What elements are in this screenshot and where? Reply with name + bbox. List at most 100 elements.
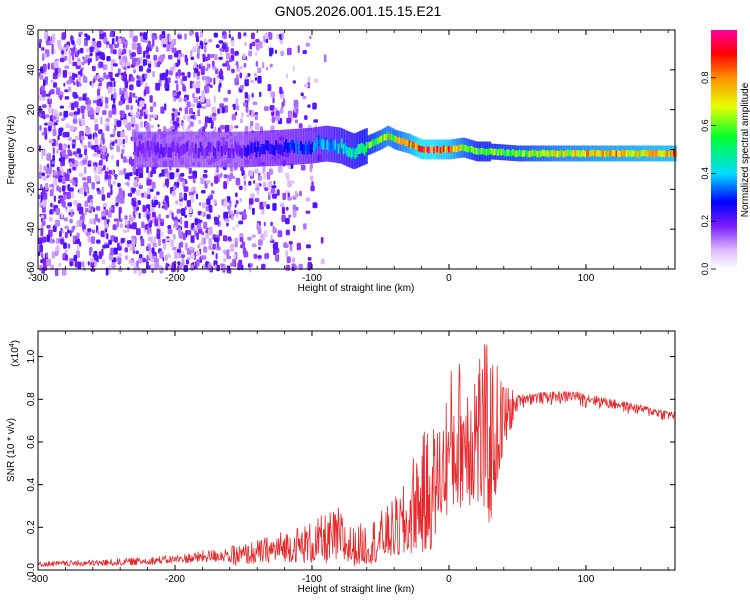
spectrogram-cell bbox=[198, 218, 201, 224]
spectrogram-cell bbox=[58, 199, 61, 204]
snr-scale-exponent: 4 bbox=[9, 343, 16, 347]
spectrogram-cell bbox=[498, 148, 501, 155]
spectrogram-cell bbox=[567, 149, 571, 157]
spectrogram-cell bbox=[434, 146, 437, 154]
spectrogram-cell bbox=[171, 113, 175, 121]
spectrogram-cell bbox=[48, 103, 52, 108]
spectrogram-cell bbox=[190, 264, 194, 271]
colorbar-tick-label: 0.2 bbox=[700, 215, 710, 228]
spectrogram-cell bbox=[42, 104, 47, 108]
spectrogram-cell bbox=[227, 236, 232, 241]
spectrogram-cell bbox=[544, 150, 548, 157]
spectrogram-cell bbox=[68, 112, 74, 117]
spectrogram-cell bbox=[107, 212, 112, 218]
spectrogram-cell bbox=[78, 31, 83, 35]
spectrogram-cell bbox=[87, 160, 92, 164]
spectrogram-cell bbox=[230, 48, 235, 55]
spectrogram-cell bbox=[173, 142, 176, 153]
spectrogram-cell bbox=[42, 175, 47, 181]
spectrogram-cell bbox=[142, 204, 146, 213]
spectrogram-cell bbox=[178, 209, 182, 214]
spectrogram-cell bbox=[111, 107, 117, 115]
spectrogram-cell bbox=[302, 95, 307, 100]
spectrogram-cell bbox=[138, 268, 142, 277]
spectrogram-cell bbox=[520, 150, 523, 157]
spectrogram-cell bbox=[192, 46, 197, 53]
spectrogram-cell bbox=[648, 150, 651, 157]
spectrogram-cell bbox=[146, 46, 149, 53]
spectrogram-cell bbox=[83, 105, 86, 110]
spectrogram-cell bbox=[252, 207, 255, 215]
spectrogram-cell bbox=[134, 212, 138, 216]
colorbar-label: Normalized spectral amplitude bbox=[740, 82, 750, 217]
spectrogram-cell bbox=[220, 172, 223, 178]
spectrogram-cell bbox=[174, 220, 179, 227]
spectrogram-cell bbox=[436, 145, 439, 153]
spectrogram-cell bbox=[49, 99, 53, 104]
spectrogram-cell bbox=[42, 63, 47, 72]
spectrogram-cell bbox=[482, 148, 485, 155]
spectrogram-cell bbox=[194, 143, 197, 154]
spectrogram-cell bbox=[59, 111, 63, 117]
spectrogram-cell bbox=[97, 230, 100, 235]
spectrogram-cell bbox=[78, 172, 84, 177]
spectrogram-cell bbox=[297, 45, 300, 53]
spectrogram-cell bbox=[96, 40, 102, 48]
spectrogram-cell bbox=[38, 194, 41, 200]
spectrogram-cell bbox=[238, 220, 244, 225]
spectrogram-cell bbox=[332, 141, 335, 152]
spectrogram-cell bbox=[403, 138, 406, 145]
spectrogram-cell bbox=[90, 236, 96, 244]
spectrogram-cell bbox=[110, 189, 113, 195]
spectrogram-cell bbox=[577, 150, 580, 157]
spectrogram-cell bbox=[223, 174, 228, 179]
spectrogram-cell bbox=[81, 213, 85, 220]
spectrogram-cell bbox=[357, 144, 360, 155]
spectrogram-cell bbox=[130, 111, 133, 115]
spectrogram-cell bbox=[200, 255, 204, 260]
spectrogram-cell bbox=[84, 39, 88, 47]
spectrogram-cell bbox=[221, 106, 225, 114]
spectrogram-cell bbox=[113, 98, 116, 104]
spectrogram-cell bbox=[208, 204, 213, 209]
spectrogram-cell bbox=[213, 126, 217, 131]
spectrogram-cell bbox=[57, 135, 60, 141]
spectrogram-cell bbox=[396, 137, 400, 144]
spectrogram-cell bbox=[610, 150, 613, 157]
spectrogram-cell bbox=[182, 83, 185, 91]
spectrogram-cell bbox=[666, 150, 669, 157]
spectrogram-cell bbox=[411, 141, 414, 149]
spectrogram-cell bbox=[239, 185, 243, 190]
spectrogram-cell bbox=[239, 198, 242, 202]
spectrogram-cell bbox=[323, 54, 327, 63]
spectrogram-cell bbox=[162, 238, 166, 244]
spectrogram-cell bbox=[41, 149, 45, 156]
spectrogram-cell bbox=[139, 109, 144, 117]
spectrogram-cell bbox=[502, 148, 505, 155]
spectrogram-cell bbox=[135, 111, 140, 118]
spectrogram-cell bbox=[133, 125, 136, 130]
spectrogram-cell bbox=[193, 61, 197, 69]
spectrogram-cell bbox=[646, 150, 649, 157]
spectrogram-cell bbox=[235, 224, 240, 228]
spectrogram-cell bbox=[247, 145, 250, 156]
spectrogram-cell bbox=[140, 78, 143, 86]
spectrogram-cell bbox=[182, 179, 186, 188]
spectrogram-cell bbox=[114, 43, 118, 49]
spectrogram-cell bbox=[651, 150, 654, 157]
spectrogram-cell bbox=[67, 149, 72, 154]
spectrogram-cell bbox=[183, 115, 186, 121]
spectrogram-cell bbox=[658, 149, 661, 157]
spectrogram-cell bbox=[105, 244, 110, 249]
spectrogram-cell bbox=[641, 149, 644, 157]
spectrogram-cell bbox=[362, 143, 365, 154]
spectrogram-cell bbox=[160, 106, 165, 114]
spectrogram-cell bbox=[304, 115, 308, 120]
spectrogram-cell bbox=[147, 236, 153, 242]
spectrogram-cell bbox=[241, 169, 245, 177]
spectrogram-cell bbox=[172, 246, 176, 251]
spectrogram-cell bbox=[113, 92, 117, 100]
spectrogram-cell bbox=[46, 258, 51, 267]
spectrogram-cell bbox=[132, 36, 138, 43]
spectrogram-cell bbox=[281, 206, 286, 215]
